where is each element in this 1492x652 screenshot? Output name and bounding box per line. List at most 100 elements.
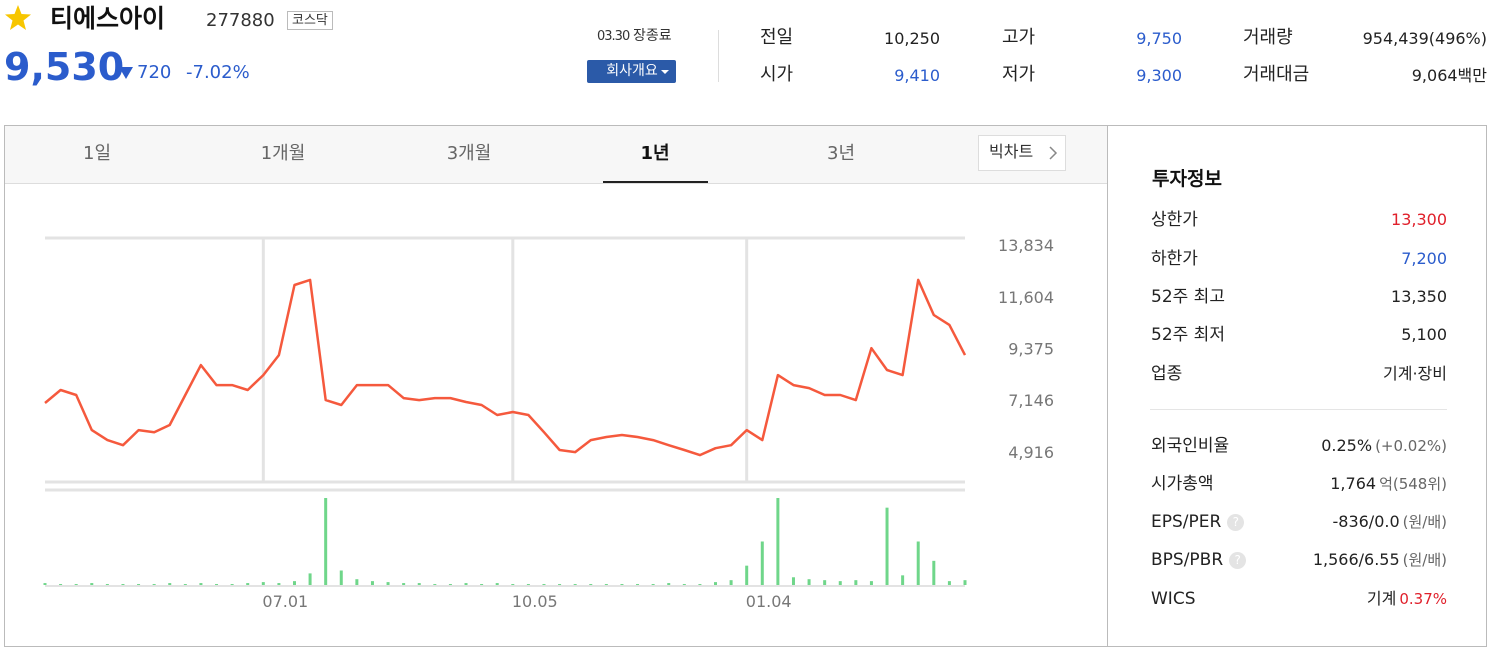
volume-bar [916, 541, 920, 585]
info-label: 52주 최고 [1151, 287, 1225, 307]
volume-bar [246, 583, 250, 585]
help-icon[interactable]: ? [1227, 514, 1245, 531]
summary-value: 10,250 [884, 29, 940, 48]
info-label: 시가총액 [1151, 474, 1214, 494]
info-value: 기계 [1366, 589, 1397, 608]
volume-bar [74, 584, 78, 585]
volume-bar [807, 579, 811, 585]
market-badge: 코스닥 [287, 11, 333, 30]
info-value: 7,200 [1401, 249, 1447, 268]
tab[interactable]: 1년 [640, 143, 670, 164]
volume-bar [745, 565, 749, 585]
volume-bar [386, 582, 390, 585]
volume-bar [495, 583, 499, 585]
volume-bar [651, 584, 655, 585]
volume-bar [932, 560, 936, 585]
tab-underline [603, 181, 708, 183]
price-line [44, 278, 967, 457]
volume-bar [261, 582, 265, 585]
y-tick-label: 13,834 [998, 236, 1054, 255]
volume-bar [121, 584, 125, 585]
tab[interactable]: 3년 [826, 143, 856, 164]
info-extra: 0.37% [1399, 590, 1447, 608]
info-panel [1108, 125, 1487, 647]
summary-value: 9,750 [1136, 29, 1182, 48]
summary-label: 저가 [1002, 64, 1036, 85]
info-value: 5,100 [1401, 325, 1447, 344]
volume-bar [105, 584, 109, 585]
summary-label: 거래량 [1243, 27, 1293, 48]
help-icon[interactable]: ? [1229, 552, 1247, 569]
volume-bar [168, 583, 172, 585]
volume-bar [963, 580, 967, 585]
info-label: BPS/PBR [1151, 550, 1224, 570]
divider [1150, 409, 1447, 410]
stock-code: 277880 [206, 10, 275, 31]
summary-label: 고가 [1002, 27, 1036, 48]
volume-bar [682, 584, 686, 585]
volume-bar [355, 579, 359, 585]
tab[interactable]: 3개월 [446, 143, 492, 164]
volume-bar [215, 584, 219, 585]
volume-bar [791, 577, 795, 585]
volume-bar [199, 583, 203, 585]
summary-value: 9,410 [894, 66, 940, 85]
volume-bar [90, 583, 94, 585]
info-label: EPS/PER [1151, 512, 1222, 532]
favorite-star[interactable] [4, 4, 32, 32]
volume-bar [869, 581, 873, 585]
volume-bar [43, 583, 47, 585]
info-extra: (원/배) [1402, 513, 1447, 531]
tab-bar [5, 126, 1107, 184]
tab[interactable]: 1일 [82, 143, 112, 164]
summary-label: 거래대금 [1243, 64, 1310, 85]
summary-label: 시가 [760, 64, 794, 85]
volume-bar [558, 584, 562, 585]
volume-bar [339, 570, 343, 585]
info-label: WICS [1151, 589, 1196, 609]
volume-bar [947, 581, 951, 585]
y-tick-label: 9,375 [1008, 339, 1054, 358]
info-value: -836/0.0 [1332, 512, 1400, 531]
volume-bar [324, 498, 328, 585]
chart-box [4, 125, 1108, 647]
company-button-label[interactable]: 회사개요 [606, 63, 658, 79]
volume-bar [230, 584, 234, 585]
info-label: 상한가 [1151, 210, 1198, 230]
volume-bar [308, 573, 312, 585]
volume-bar [885, 507, 889, 585]
volume-bar [526, 584, 530, 585]
market-status: 장종료 [633, 28, 672, 44]
info-value: 13,300 [1391, 210, 1447, 229]
summary-value: 9,300 [1136, 66, 1182, 85]
big-chart-button[interactable] [978, 135, 1066, 171]
chart: 07.01 10.05 01.04 4,916 7,146 9,375 11,604 13,8… [43, 146, 1058, 611]
info-extra: (+0.02%) [1375, 437, 1447, 455]
summary-value: 9,064백만 [1411, 66, 1487, 85]
volume-bar [636, 584, 640, 585]
volume-bar [760, 541, 764, 585]
info-label: 하한가 [1151, 249, 1198, 269]
volume-bar [59, 584, 63, 585]
separator [718, 30, 719, 82]
volume-bar [277, 583, 281, 585]
info-label: 52주 최저 [1151, 325, 1225, 345]
company-button[interactable] [587, 60, 676, 83]
volume-bar [183, 584, 187, 585]
trade-date: 03.30 [597, 29, 630, 44]
big-chart-label[interactable]: 빅차트 [989, 142, 1034, 161]
volume-bar [838, 581, 842, 585]
y-tick-label: 4,916 [1008, 443, 1054, 462]
tab[interactable]: 1개월 [260, 143, 306, 164]
volume-bar [573, 584, 577, 585]
caret [661, 70, 669, 74]
volume-bar [620, 584, 624, 585]
info-value: 기계·장비 [1383, 364, 1447, 383]
volume-bar [698, 584, 702, 585]
summary-label: 전일 [760, 27, 794, 48]
x-tick-label: 01.04 [746, 592, 792, 611]
volume-bar [370, 581, 374, 585]
price-change-pct: -7.02% [186, 62, 250, 83]
